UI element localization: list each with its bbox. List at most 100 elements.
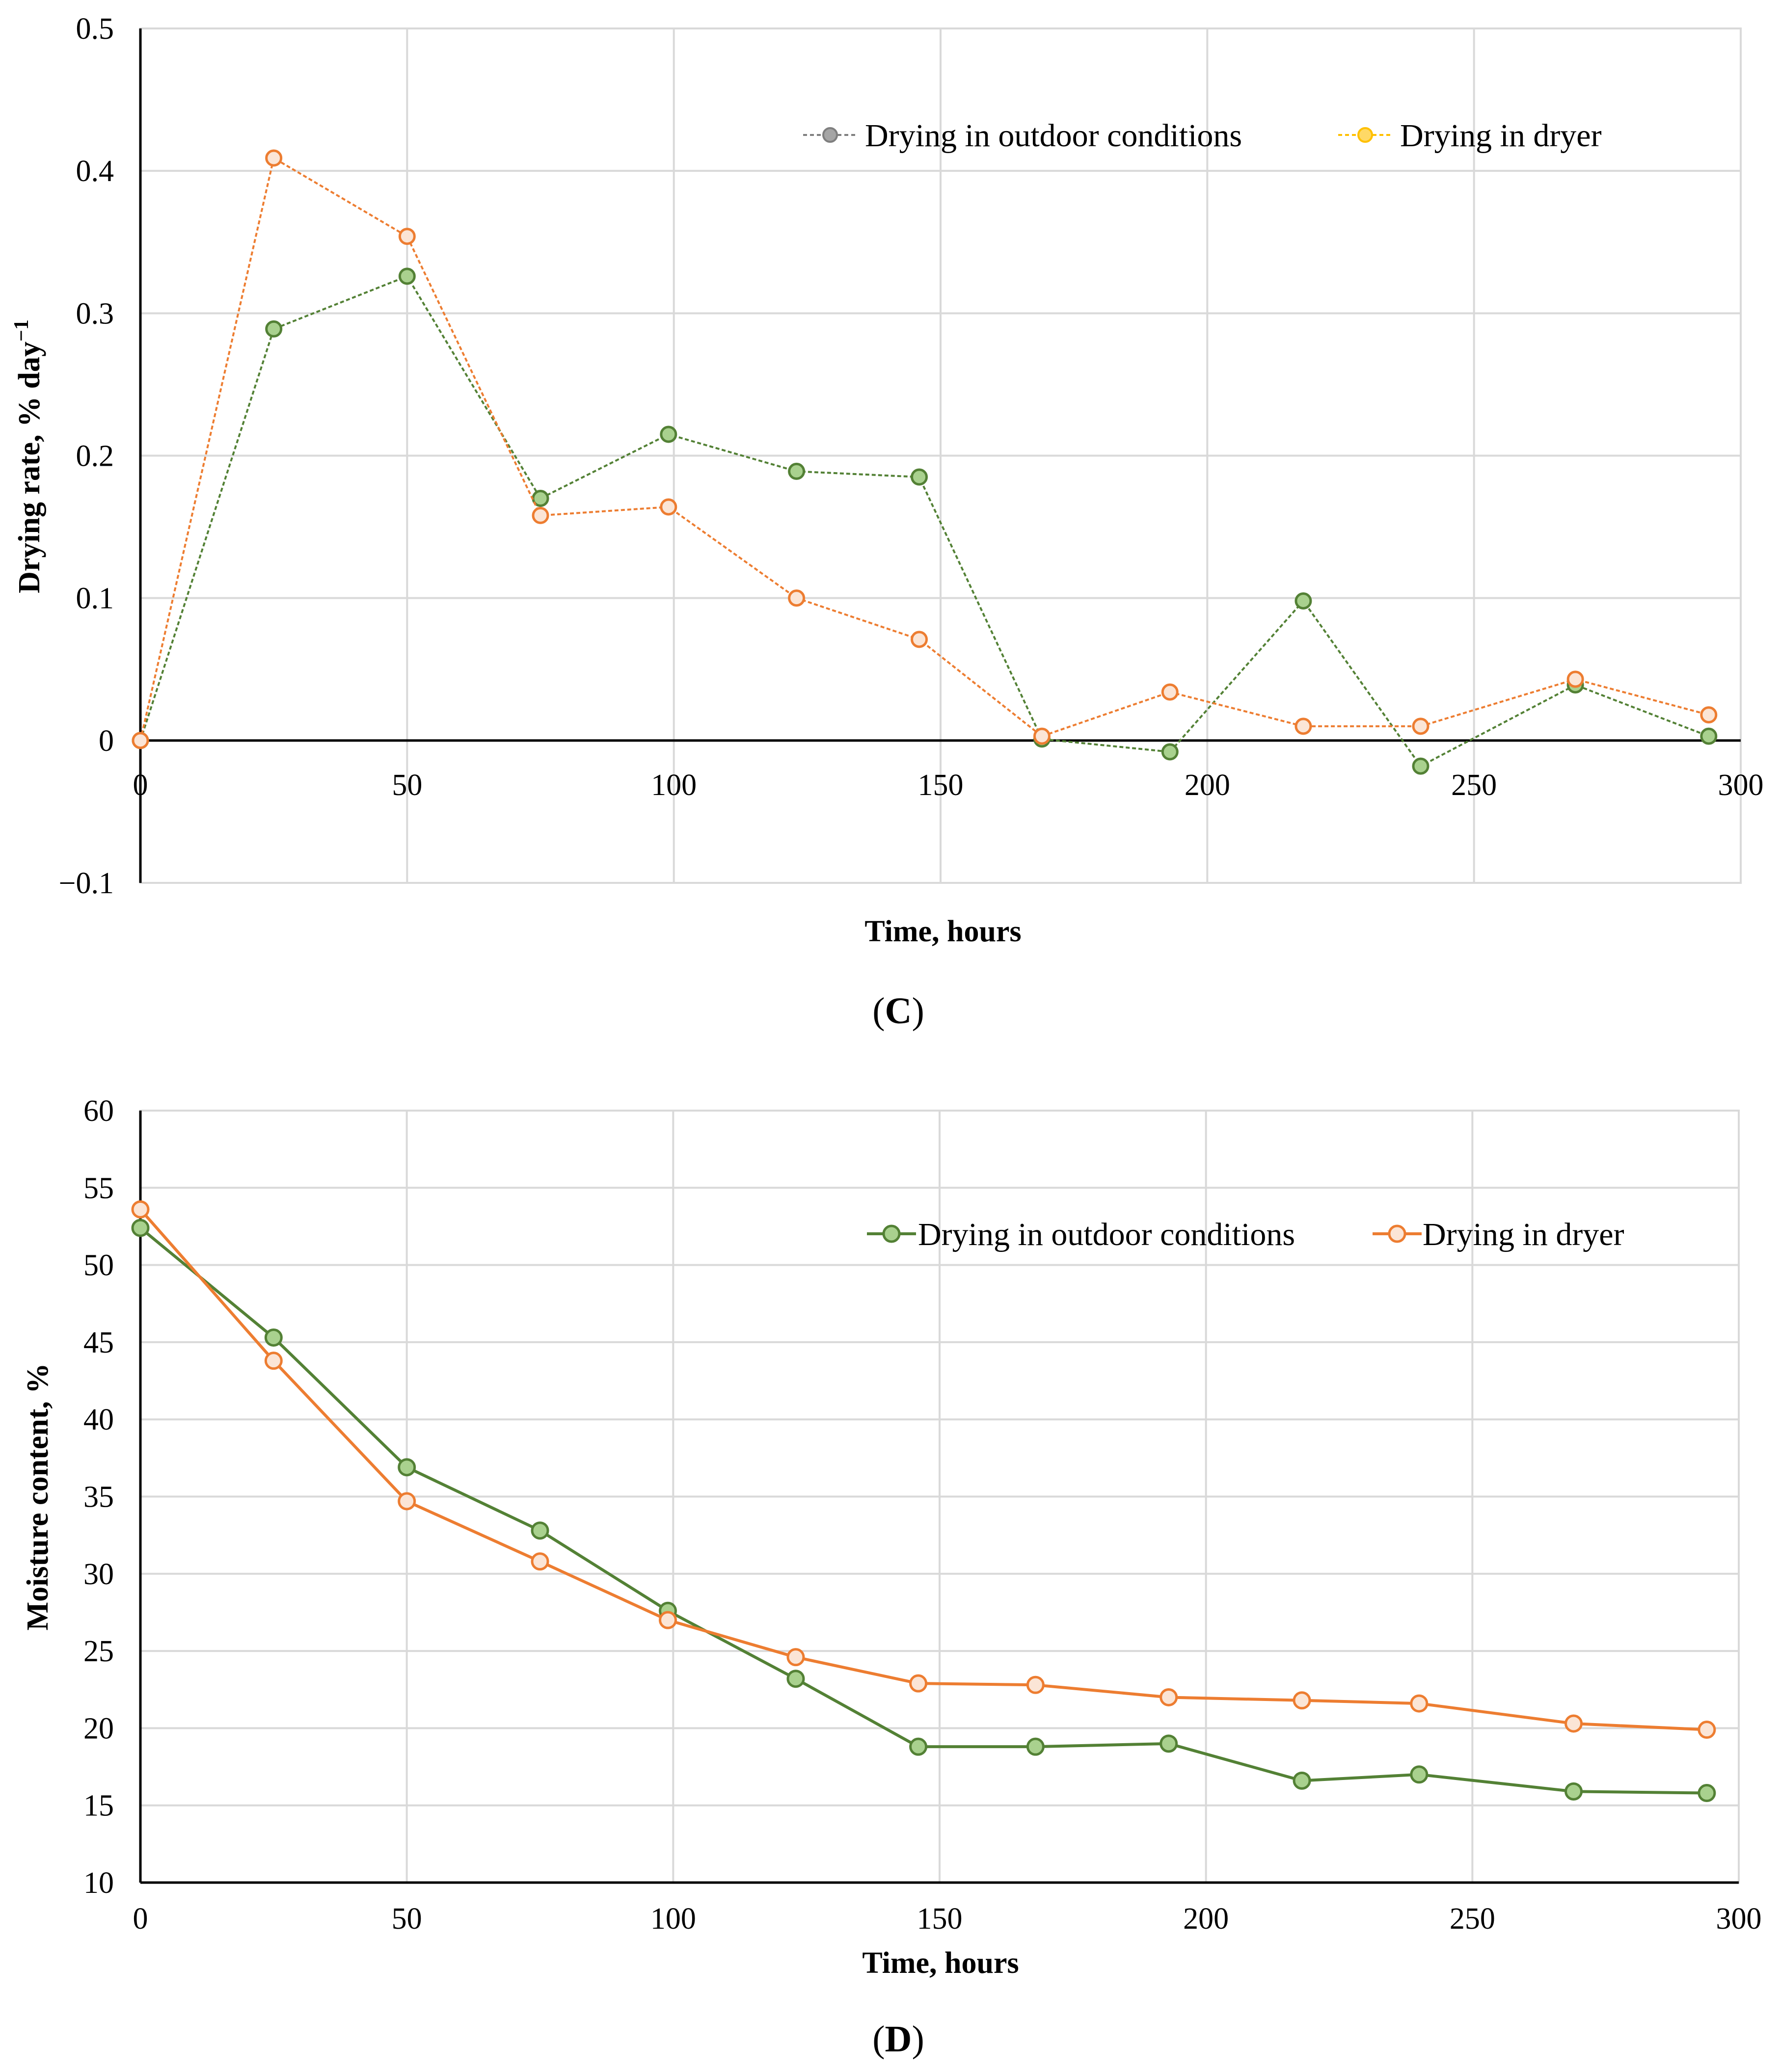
data-point-dryer[interactable] — [788, 589, 806, 607]
data-point-outdoor[interactable] — [1293, 1771, 1311, 1790]
x-tick-labels: 0 50 100 150 200 250 300 — [133, 769, 1764, 802]
data-point-dryer[interactable] — [532, 506, 549, 524]
data-point-outdoor[interactable] — [660, 425, 677, 443]
y-tick-label: 0.3 — [76, 297, 114, 330]
legend-marker — [1388, 1224, 1406, 1243]
x-tick-label: 200 — [1183, 1902, 1229, 1936]
y-tick-label: 20 — [83, 1712, 114, 1745]
y-tick-label: 15 — [83, 1789, 114, 1823]
x-tick-label: 300 — [1716, 1902, 1762, 1936]
panel-label-close: ) — [912, 2019, 924, 2060]
data-point-outdoor[interactable] — [398, 267, 416, 285]
y-tick-labels: −0.1 0 0.1 0.2 0.3 0.4 0.5 — [59, 12, 114, 900]
y-tick-label: 0 — [99, 724, 114, 758]
data-point-outdoor[interactable] — [786, 1670, 805, 1688]
data-point-outdoor[interactable] — [1564, 1782, 1583, 1801]
data-point-dryer[interactable] — [131, 1200, 150, 1219]
y-tick-label: 45 — [83, 1326, 114, 1359]
y-tick-label: 60 — [83, 1094, 114, 1128]
data-point-dryer[interactable] — [264, 1352, 283, 1370]
x-tick-label: 0 — [133, 1902, 148, 1936]
legend-marker — [882, 1224, 901, 1243]
legend-marker — [822, 127, 838, 143]
data-point-outdoor[interactable] — [1410, 1765, 1429, 1784]
x-tick-label: 0 — [133, 769, 148, 802]
data-point-outdoor[interactable] — [909, 1737, 928, 1756]
data-point-dryer[interactable] — [1700, 706, 1718, 724]
data-point-dryer[interactable] — [911, 631, 928, 648]
data-point-dryer[interactable] — [660, 498, 677, 516]
x-tick-label: 150 — [917, 1902, 963, 1936]
y-tick-labels: 10 15 20 25 30 35 40 45 50 55 60 — [83, 1094, 114, 1900]
x-tick-label: 50 — [392, 1902, 422, 1936]
data-point-outdoor[interactable] — [1161, 743, 1179, 761]
y-tick-label: 40 — [83, 1403, 114, 1436]
data-point-dryer[interactable] — [1026, 1675, 1045, 1694]
data-point-dryer[interactable] — [1160, 1688, 1178, 1706]
legend: Drying in outdoor conditions Drying in d… — [867, 1217, 1624, 1252]
data-point-outdoor[interactable] — [1295, 592, 1312, 610]
data-point-outdoor[interactable] — [1698, 1784, 1716, 1803]
y-tick-label: 10 — [83, 1866, 114, 1900]
data-point-dryer[interactable] — [1698, 1721, 1716, 1739]
y-tick-label: 25 — [83, 1635, 114, 1668]
data-point-outdoor[interactable] — [911, 468, 928, 486]
data-point-dryer[interactable] — [786, 1648, 805, 1667]
legend-marker — [1357, 127, 1373, 143]
axes — [139, 1111, 1739, 1884]
data-point-dryer[interactable] — [909, 1674, 928, 1693]
panel-label-letter: D — [885, 2019, 912, 2060]
y-tick-label: 55 — [83, 1171, 114, 1205]
series-layer — [131, 1200, 1716, 1803]
y-axis-title: Drying rate, % day−1 — [10, 319, 46, 593]
gridlines — [139, 27, 1742, 884]
legend-label: Drying in dryer — [1400, 118, 1602, 154]
data-point-dryer[interactable] — [1161, 683, 1179, 701]
x-tick-label: 250 — [1451, 769, 1497, 802]
panel-label-open: ( — [872, 990, 885, 1032]
legend-item-dryer[interactable]: Drying in dryer — [1338, 118, 1602, 154]
x-axis-title: Time, hours — [864, 915, 1021, 948]
y-axis-title-superscript: −1 — [10, 319, 33, 342]
legend-item-outdoor[interactable]: Drying in outdoor conditions — [867, 1217, 1295, 1252]
x-tick-label: 250 — [1450, 1902, 1495, 1936]
data-point-outdoor[interactable] — [1700, 727, 1718, 745]
data-point-dryer[interactable] — [1295, 717, 1312, 735]
data-point-outdoor[interactable] — [265, 320, 283, 338]
panel-label-open: ( — [872, 2019, 885, 2060]
x-tick-label: 100 — [650, 1902, 696, 1936]
data-point-outdoor[interactable] — [788, 462, 806, 480]
legend-label: Drying in outdoor conditions — [865, 118, 1242, 154]
data-point-outdoor[interactable] — [398, 1458, 416, 1477]
data-point-outdoor[interactable] — [131, 1219, 150, 1237]
data-point-dryer[interactable] — [1293, 1691, 1311, 1710]
y-tick-label: 0.5 — [76, 12, 114, 46]
data-point-dryer[interactable] — [265, 149, 283, 167]
series-layer — [132, 149, 1718, 775]
legend-item-dryer[interactable]: Drying in dryer — [1373, 1217, 1624, 1252]
y-tick-label: 0.2 — [76, 440, 114, 473]
legend-label: Drying in dryer — [1423, 1217, 1624, 1252]
data-point-dryer[interactable] — [1412, 717, 1429, 735]
data-point-dryer[interactable] — [1410, 1694, 1429, 1713]
data-point-dryer[interactable] — [398, 1492, 416, 1511]
data-point-dryer[interactable] — [1566, 670, 1584, 688]
x-tick-label: 50 — [392, 769, 422, 802]
data-point-dryer[interactable] — [531, 1552, 549, 1571]
panel-label-letter: C — [885, 990, 912, 1032]
data-point-outdoor[interactable] — [1412, 757, 1429, 775]
data-point-dryer[interactable] — [658, 1611, 677, 1629]
data-point-outdoor[interactable] — [264, 1328, 283, 1347]
data-point-dryer[interactable] — [398, 228, 416, 245]
data-point-outdoor[interactable] — [1160, 1734, 1178, 1753]
data-point-outdoor[interactable] — [531, 1521, 549, 1540]
legend-item-outdoor[interactable]: Drying in outdoor conditions — [803, 118, 1242, 154]
data-point-dryer[interactable] — [1033, 727, 1051, 745]
chart-moisture-content: 10 15 20 25 30 35 40 45 50 55 60 0 50 100 150 200 250 30… — [21, 1094, 1762, 2060]
panel-label-close: ) — [912, 990, 924, 1032]
data-point-outdoor[interactable] — [1026, 1737, 1045, 1756]
x-tick-labels: 0 50 100 150 200 250 300 — [133, 1902, 1762, 1936]
data-point-dryer[interactable] — [1564, 1714, 1583, 1733]
panel-label: (C) — [872, 990, 924, 1032]
data-point-dryer[interactable] — [132, 732, 149, 749]
